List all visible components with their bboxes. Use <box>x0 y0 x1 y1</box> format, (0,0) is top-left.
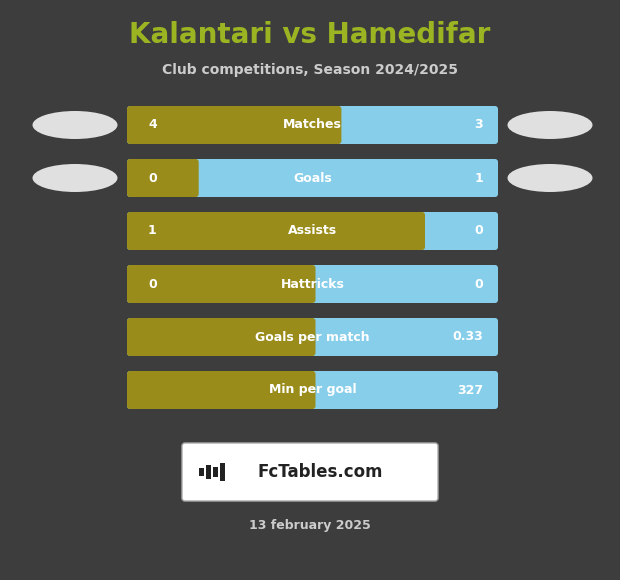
Text: Club competitions, Season 2024/2025: Club competitions, Season 2024/2025 <box>162 63 458 77</box>
FancyBboxPatch shape <box>127 212 425 250</box>
Text: Assists: Assists <box>288 224 337 237</box>
Text: 0: 0 <box>148 172 157 184</box>
Bar <box>213 467 218 477</box>
FancyBboxPatch shape <box>182 443 438 501</box>
Text: 0: 0 <box>474 277 483 291</box>
Text: 0: 0 <box>148 277 157 291</box>
Ellipse shape <box>32 164 118 192</box>
Bar <box>186 162 196 194</box>
Text: 0.33: 0.33 <box>452 331 483 343</box>
Bar <box>199 468 204 476</box>
Text: 1: 1 <box>148 224 157 237</box>
Ellipse shape <box>32 111 118 139</box>
FancyBboxPatch shape <box>127 265 316 303</box>
Text: Kalantari vs Hamedifar: Kalantari vs Hamedifar <box>130 21 490 49</box>
FancyBboxPatch shape <box>127 371 498 409</box>
Text: Goals per match: Goals per match <box>255 331 370 343</box>
FancyBboxPatch shape <box>127 371 316 409</box>
Ellipse shape <box>508 164 593 192</box>
Text: Goals: Goals <box>293 172 332 184</box>
Bar <box>206 465 211 479</box>
Text: 0: 0 <box>474 224 483 237</box>
Text: 4: 4 <box>148 118 157 132</box>
FancyBboxPatch shape <box>127 159 498 197</box>
Bar <box>303 374 312 406</box>
FancyBboxPatch shape <box>127 318 316 356</box>
Ellipse shape <box>508 111 593 139</box>
Text: 3: 3 <box>474 118 483 132</box>
Bar <box>220 463 225 481</box>
FancyBboxPatch shape <box>127 212 498 250</box>
Bar <box>303 268 312 300</box>
FancyBboxPatch shape <box>127 265 498 303</box>
FancyBboxPatch shape <box>127 106 342 144</box>
Text: 327: 327 <box>457 383 483 397</box>
Text: Hattricks: Hattricks <box>281 277 345 291</box>
FancyBboxPatch shape <box>127 159 198 197</box>
Bar <box>303 321 312 353</box>
Text: Min per goal: Min per goal <box>268 383 356 397</box>
Bar <box>412 215 422 247</box>
Text: 1: 1 <box>474 172 483 184</box>
Text: FcTables.com: FcTables.com <box>257 463 383 481</box>
FancyBboxPatch shape <box>127 106 498 144</box>
Bar <box>329 109 339 141</box>
Text: 13 february 2025: 13 february 2025 <box>249 519 371 531</box>
FancyBboxPatch shape <box>127 318 498 356</box>
Text: Matches: Matches <box>283 118 342 132</box>
